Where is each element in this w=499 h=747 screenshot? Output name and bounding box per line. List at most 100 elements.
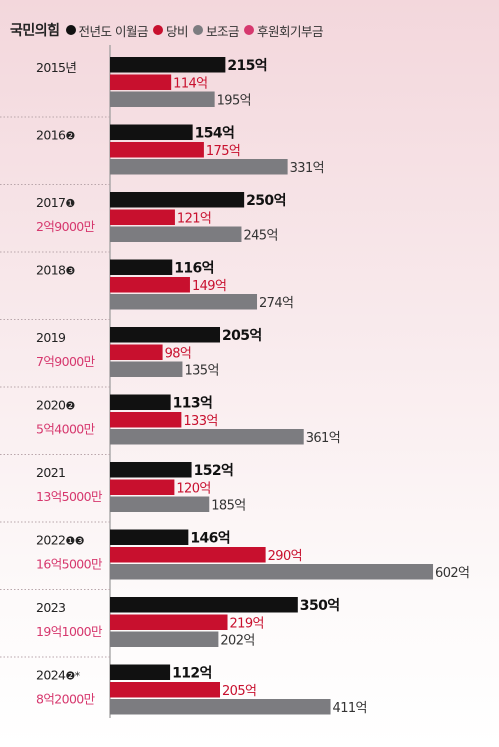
donation-label: 13억5000만 (36, 489, 103, 504)
year-label: 2022❶❸ (36, 533, 85, 548)
year-text: 2018 (36, 263, 66, 278)
bar-dues (110, 74, 172, 90)
value-label-carryover: 350억 (300, 598, 340, 614)
donation-label: 7억9000만 (36, 354, 96, 369)
value-label-carryover: 112억 (172, 666, 212, 682)
bar-subsidy (110, 429, 304, 445)
bar-subsidy (110, 564, 434, 580)
year-label: 2020❷ (36, 398, 75, 413)
bar-dues (110, 209, 175, 225)
bar-carryover (110, 529, 189, 545)
year-note-marker: ❸ (65, 265, 75, 278)
value-label-subsidy: 331억 (290, 161, 324, 176)
year-label: 2015년 (36, 60, 76, 75)
bar-carryover (110, 192, 245, 208)
value-label-carryover: 146억 (190, 531, 230, 547)
bar-subsidy (110, 91, 215, 107)
bar-carryover (110, 327, 221, 343)
year-label: 2019 (36, 330, 66, 345)
bar-carryover (110, 124, 193, 140)
year-label: 2017❶ (36, 195, 75, 210)
value-label-dues: 149억 (192, 279, 226, 294)
bar-dues (110, 479, 175, 495)
year-text: 2019 (36, 330, 66, 345)
legend-label-subsidy: 보조금 (206, 23, 240, 39)
value-label-dues: 114억 (173, 77, 207, 92)
bar-carryover (110, 394, 171, 410)
value-label-dues: 205억 (222, 684, 256, 699)
year-note-marker: ❷* (65, 670, 80, 683)
year-text: 2015년 (36, 60, 76, 75)
bar-carryover (110, 57, 226, 73)
value-label-dues: 98억 (165, 347, 192, 362)
bar-dues (110, 277, 190, 293)
bar-dues (110, 142, 204, 158)
value-label-subsidy: 361억 (306, 431, 340, 446)
legend-item-carryover: 전년도 이월금 (65, 21, 149, 40)
legend-swatch-donation (244, 25, 255, 35)
bar-subsidy (110, 159, 288, 175)
legend-item-donation: 후원회기부금 (244, 21, 324, 40)
bar-dues (110, 412, 182, 428)
value-label-carryover: 152억 (194, 463, 234, 479)
year-label: 2018❸ (36, 263, 75, 278)
value-label-dues: 175억 (206, 144, 240, 159)
value-label-carryover: 116억 (174, 261, 214, 277)
legend-party-name: 국민의힘 (10, 23, 60, 39)
value-label-carryover: 113억 (173, 396, 213, 412)
legend-label-dues: 당비 (166, 23, 189, 39)
year-note-marker: ❶❸ (65, 535, 84, 548)
bar-dues (110, 682, 221, 698)
legend-swatch-dues (153, 25, 164, 35)
year-note-marker: ❷ (65, 130, 75, 143)
bar-subsidy (110, 226, 242, 242)
value-label-carryover: 250억 (246, 193, 286, 209)
year-text: 2017 (36, 195, 65, 210)
bar-dues (110, 547, 266, 563)
value-label-dues: 219억 (230, 617, 264, 632)
legend-label-carryover: 전년도 이월금 (78, 23, 149, 39)
year-text: 2016 (36, 128, 66, 143)
value-label-dues: 290억 (268, 549, 302, 564)
value-label-subsidy: 602억 (435, 566, 469, 581)
legend-item-dues: 당비 (153, 21, 189, 40)
year-text: 2024 (36, 668, 66, 683)
legend-swatch-carryover (65, 25, 76, 35)
bar-subsidy (110, 496, 210, 512)
donation-label: 8억2000만 (36, 692, 96, 707)
value-label-subsidy: 245억 (243, 229, 277, 244)
bar-dues (110, 614, 228, 630)
value-label-subsidy: 185억 (211, 499, 245, 514)
year-label: 2023 (36, 600, 65, 615)
value-label-dues: 121억 (177, 212, 211, 227)
legend-swatch-subsidy (193, 25, 204, 35)
bar-subsidy (110, 699, 331, 715)
year-label: 2024❷* (36, 668, 81, 683)
bar-subsidy (110, 631, 219, 647)
year-text: 2022 (36, 533, 65, 548)
value-label-carryover: 215억 (227, 58, 267, 74)
value-label-carryover: 205억 (222, 328, 262, 344)
chart-legend: 국민의힘 전년도 이월금 당비 보조금 후원회기부금 (10, 20, 328, 40)
value-label-dues: 120억 (176, 482, 210, 497)
donation-label: 16억5000만 (36, 557, 103, 572)
bar-subsidy (110, 361, 183, 377)
value-label-subsidy: 135억 (184, 364, 218, 379)
value-label-subsidy: 411억 (333, 701, 367, 716)
bar-carryover (110, 597, 298, 613)
year-label: 2016❷ (36, 128, 75, 143)
value-label-subsidy: 202억 (220, 634, 254, 649)
year-text: 2020 (36, 398, 66, 413)
bar-subsidy (110, 294, 258, 310)
year-note-marker: ❶ (65, 197, 75, 210)
value-label-subsidy: 195억 (217, 94, 251, 109)
donation-label: 2억9000만 (36, 219, 96, 234)
bar-dues (110, 344, 163, 360)
value-label-dues: 133억 (183, 414, 217, 429)
year-note-marker: ❷ (65, 400, 75, 413)
value-label-carryover: 154억 (195, 126, 235, 142)
legend-item-subsidy: 보조금 (193, 21, 240, 40)
donation-label: 5억4000만 (36, 422, 96, 437)
year-text: 2023 (36, 600, 65, 615)
